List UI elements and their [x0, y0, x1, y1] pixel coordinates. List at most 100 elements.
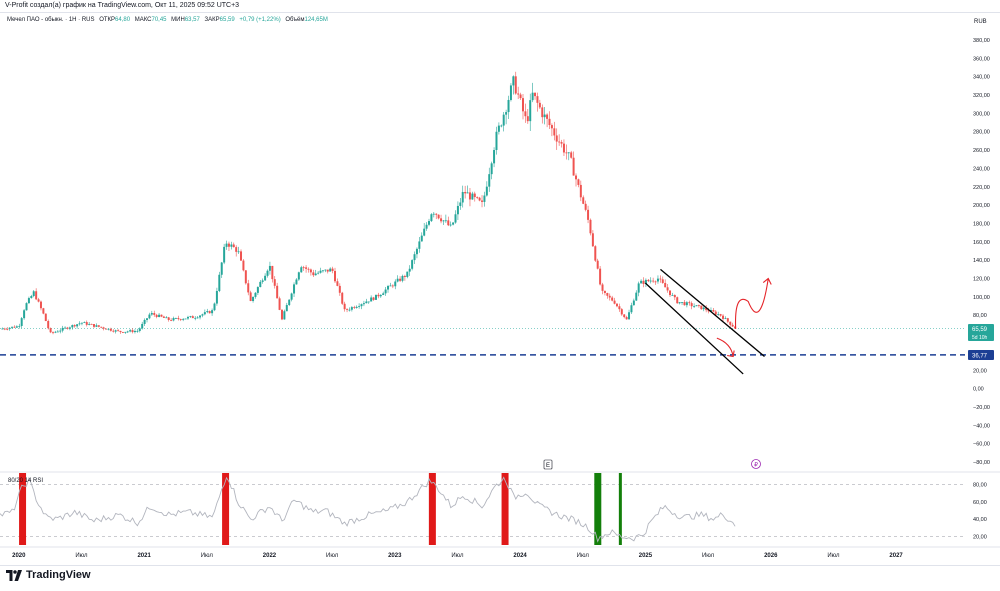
candles — [1, 71, 737, 335]
candle-up — [420, 235, 423, 242]
price-tick-label: 200,00 — [973, 203, 990, 209]
support-level-badge: 36,77 — [968, 350, 994, 360]
candle-up — [365, 301, 368, 304]
candle-up — [295, 279, 298, 285]
candle-up — [223, 246, 226, 263]
candle-up — [656, 278, 659, 282]
legend-volume: 124,65М — [305, 17, 328, 23]
candle-up — [107, 328, 110, 330]
candle-up — [644, 279, 647, 284]
candle-down — [97, 325, 100, 327]
candle-up — [56, 331, 59, 333]
candle-down — [391, 285, 394, 287]
price-tick-label: 260,00 — [973, 148, 990, 154]
candle-down — [726, 318, 729, 322]
candle-up — [406, 271, 409, 277]
candle-up — [529, 100, 532, 122]
candle-down — [560, 142, 563, 144]
candle-down — [611, 297, 614, 301]
candle-up — [685, 302, 688, 306]
candle-up — [203, 312, 206, 315]
legend-open-label: ОТКР — [99, 17, 115, 23]
candle-down — [572, 157, 575, 176]
time-axis[interactable]: 2020 Июл 2021 Июл 2022 Июл 2023 Июл 2024 Июл 2025 И… — [12, 553, 903, 559]
candle-down — [100, 326, 103, 328]
price-tick-label: 380,00 — [973, 38, 990, 44]
candle-up — [449, 224, 452, 226]
candle-down — [102, 327, 105, 329]
candle-down — [372, 297, 375, 300]
candle-down — [652, 280, 655, 282]
time-tick-label: Июл — [577, 553, 590, 559]
earnings-marker[interactable]: E — [543, 459, 553, 470]
candle-down — [623, 314, 626, 318]
candle-down — [334, 270, 337, 282]
candle-up — [11, 326, 14, 328]
candle-down — [526, 116, 529, 122]
candle-up — [459, 202, 462, 206]
candle-down — [326, 269, 329, 272]
rsi-tick-label: 60,00 — [973, 500, 987, 506]
candle-down — [476, 197, 479, 198]
candle-up — [389, 285, 392, 287]
candle-up — [136, 330, 139, 332]
candle-down — [603, 290, 606, 293]
candle-up — [493, 150, 496, 164]
candle-up — [124, 331, 127, 333]
rsi-tick-label: 40,00 — [973, 517, 987, 523]
candle-down — [577, 179, 580, 185]
candle-up — [500, 125, 503, 127]
dividend-marker[interactable]: ₽ — [751, 459, 761, 469]
candle-down — [555, 135, 558, 142]
price-axis[interactable]: 380,00 360,00 340,00 320,00 300,00 280,00 260,… — [973, 38, 990, 466]
candle-up — [671, 295, 674, 296]
rsi-overbought-bar — [501, 473, 509, 545]
candle-up — [129, 330, 132, 332]
candle-down — [119, 330, 122, 333]
candle-down — [553, 128, 556, 136]
rsi-overbought-bar — [222, 473, 230, 545]
candle-down — [437, 214, 440, 219]
candle-up — [8, 327, 11, 330]
candle-up — [387, 286, 390, 290]
brand-footer: TradingView — [6, 569, 91, 581]
candle-down — [155, 314, 158, 317]
candle-down — [620, 309, 623, 315]
candle-up — [415, 248, 418, 255]
candle-up — [266, 270, 269, 276]
candle-up — [452, 222, 455, 225]
rsi-tick-label: 80,00 — [973, 483, 987, 489]
rsi-tick-label: 20,00 — [973, 534, 987, 540]
time-tick-label: Июл — [827, 553, 840, 559]
candle-up — [174, 318, 177, 319]
chart-frame — [0, 12, 1000, 566]
candle-up — [199, 315, 202, 318]
price-tick-label: 100,00 — [973, 295, 990, 301]
rsi-indicator — [0, 473, 736, 545]
candle-down — [273, 279, 276, 286]
candle-up — [430, 214, 433, 222]
candle-up — [717, 314, 720, 315]
candle-up — [259, 281, 262, 288]
rsi-oversold-bar — [594, 473, 602, 545]
drawings[interactable] — [644, 268, 772, 375]
candle-up — [211, 310, 214, 314]
candle-down — [714, 311, 717, 315]
candle-up — [317, 272, 320, 274]
candle-down — [541, 107, 544, 118]
candle-down — [478, 197, 481, 201]
candle-up — [220, 262, 223, 275]
candle-down — [584, 203, 587, 210]
candle-up — [88, 323, 91, 325]
legend-close: 65,59 — [220, 17, 236, 23]
price-tick-label: −80,00 — [973, 460, 990, 466]
candle-up — [30, 296, 33, 299]
candle-down — [343, 303, 346, 310]
candle-down — [589, 219, 592, 234]
candle-down — [647, 279, 650, 282]
candle-down — [712, 309, 715, 312]
candle-up — [485, 186, 488, 196]
candle-down — [546, 114, 549, 119]
candle-down — [562, 143, 565, 153]
